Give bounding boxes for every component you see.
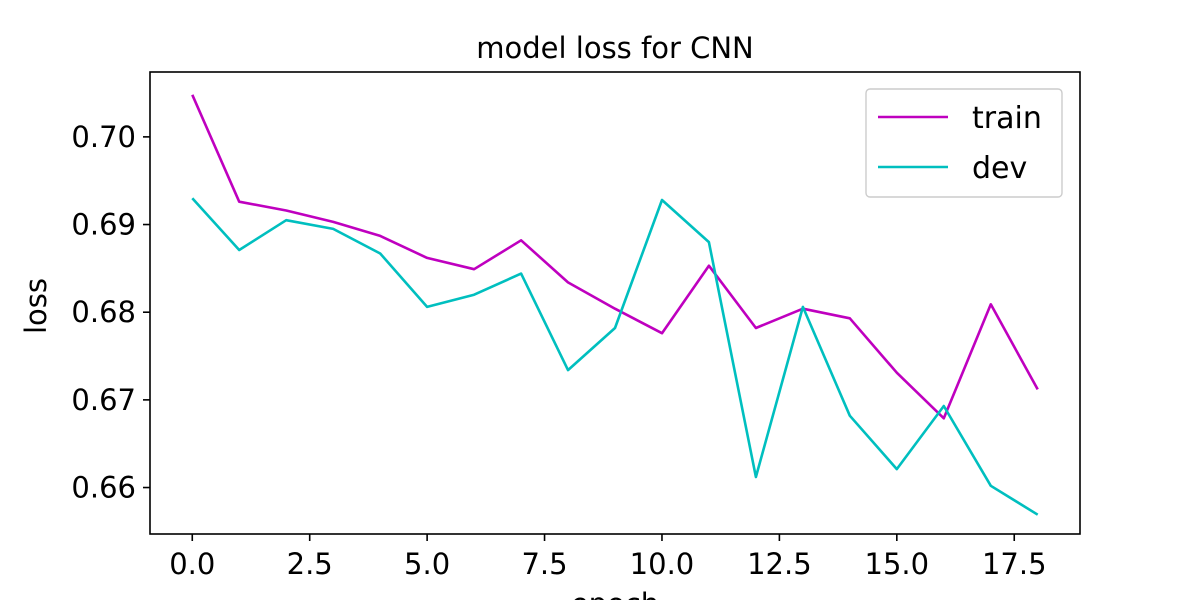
x-tick-label: 12.5 [747,547,812,581]
x-axis: 0.0 2.5 5.0 7.5 10.0 12.5 15.0 17.5 [169,534,1047,581]
y-axis-label: loss [19,278,53,334]
y-tick-label: 0.70 [71,120,136,154]
x-tick-label: 0.0 [169,547,215,581]
x-tick-label: 5.0 [404,547,450,581]
y-tick-label: 0.67 [71,383,136,417]
y-axis: 0.66 0.67 0.68 0.69 0.70 [71,120,150,505]
legend-label-train: train [972,101,1042,136]
x-tick-label: 10.0 [630,547,695,581]
legend: train dev [865,88,1063,198]
y-tick-label: 0.69 [71,208,136,242]
plot-frame [149,71,1081,535]
x-tick-label: 2.5 [287,547,333,581]
series-line-dev [191,197,1039,516]
series-layer [191,94,1039,516]
x-axis-label: epoch [571,587,659,600]
y-tick-label: 0.68 [71,295,136,329]
legend-label-dev: dev [972,151,1027,186]
x-tick-label: 7.5 [521,547,567,581]
x-tick-label: 17.5 [982,547,1047,581]
y-tick-label: 0.66 [71,471,136,505]
x-tick-label: 15.0 [865,547,930,581]
chart-title: model loss for CNN [476,31,753,65]
series-line-train [191,94,1039,420]
